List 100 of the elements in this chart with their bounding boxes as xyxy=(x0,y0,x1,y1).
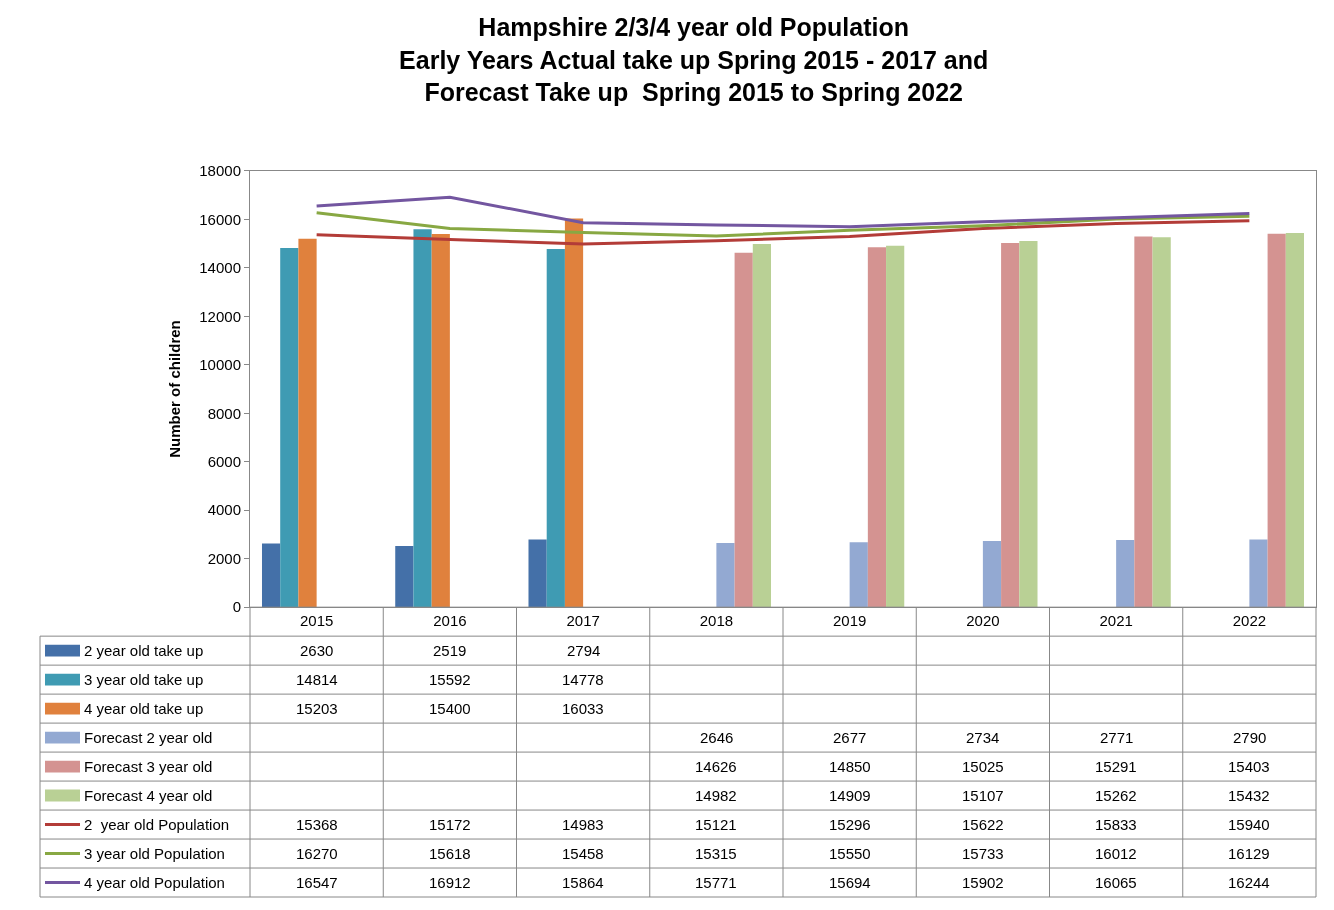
legend-label: 3 year old Population xyxy=(84,845,225,862)
data-label: 15864 xyxy=(562,874,604,891)
data-label: 15432 xyxy=(1228,787,1270,804)
data-label: 16012 xyxy=(1095,845,1137,862)
x-tick-label: 2016 xyxy=(433,612,467,630)
data-label: 15618 xyxy=(429,845,471,862)
data-label: 16129 xyxy=(1228,845,1270,862)
data-label: 15368 xyxy=(296,816,338,833)
bar xyxy=(1267,233,1286,608)
data-label: 15771 xyxy=(695,874,737,891)
data-label: 15262 xyxy=(1095,787,1137,804)
legend-label: Forecast 4 year old xyxy=(84,787,213,804)
bar xyxy=(261,543,281,608)
legend-label: Forecast 2 year old xyxy=(84,729,213,746)
data-label: 16065 xyxy=(1095,874,1137,891)
y-tick-label: 16000 xyxy=(199,210,241,228)
data-label: 15400 xyxy=(429,700,471,717)
data-label: 15622 xyxy=(962,816,1004,833)
bar xyxy=(886,245,905,608)
bar xyxy=(734,252,753,608)
bar xyxy=(564,218,584,608)
legend-label: 4 year old Population xyxy=(84,874,225,891)
data-label: 14778 xyxy=(562,671,604,688)
data-label: 16270 xyxy=(296,845,338,862)
data-label: 15315 xyxy=(695,845,737,862)
bar xyxy=(528,539,547,608)
legend-label: Forecast 3 year old xyxy=(84,758,213,775)
y-tick-label: 12000 xyxy=(199,307,241,325)
bar xyxy=(1116,540,1135,608)
data-label: 2630 xyxy=(300,642,334,659)
legend-label: 4 year old take up xyxy=(84,700,204,717)
data-label: 15458 xyxy=(562,845,604,862)
x-tick-label: 2019 xyxy=(832,612,867,630)
line-series xyxy=(315,219,1251,246)
legend-label: 2 year old take up xyxy=(84,642,204,659)
x-tick-label: 2015 xyxy=(299,612,334,630)
bar xyxy=(280,248,299,608)
data-label: 15296 xyxy=(829,816,871,833)
y-tick-label: 4000 xyxy=(207,501,241,519)
data-label: 14983 xyxy=(562,816,604,833)
data-label: 15733 xyxy=(962,845,1004,862)
line-series xyxy=(315,211,1251,238)
data-label: 15940 xyxy=(1228,816,1270,833)
data-label: 15403 xyxy=(1228,758,1270,775)
data-label: 2771 xyxy=(1100,729,1134,746)
data-label: 14850 xyxy=(829,758,871,775)
legend-label: 3 year old take up xyxy=(84,671,204,688)
x-tick-label: 2017 xyxy=(566,612,600,630)
bar xyxy=(982,540,1002,608)
bar xyxy=(1249,539,1268,608)
y-tick-label: 10000 xyxy=(199,356,241,374)
data-label: 15550 xyxy=(829,845,871,862)
y-tick-label: 14000 xyxy=(199,259,241,277)
data-label: 14626 xyxy=(695,758,737,775)
data-label: 15694 xyxy=(829,874,871,891)
bar xyxy=(413,229,432,608)
data-label: 14814 xyxy=(296,671,338,688)
data-label: 15172 xyxy=(429,816,471,833)
data-label: 16547 xyxy=(296,874,338,891)
bar xyxy=(867,247,887,608)
bar xyxy=(1134,236,1153,608)
data-label: 15121 xyxy=(695,816,737,833)
legend-label: 2 year old Population xyxy=(84,816,230,833)
x-tick-label: 2020 xyxy=(966,612,1000,630)
x-tick-label: 2022 xyxy=(1232,612,1267,630)
bar xyxy=(1285,233,1305,608)
data-label: 14982 xyxy=(695,787,737,804)
data-label: 2790 xyxy=(1233,729,1267,746)
data-label: 2519 xyxy=(433,642,467,659)
data-label: 2734 xyxy=(966,729,1000,746)
bar xyxy=(752,244,772,608)
line-series xyxy=(315,195,1251,229)
data-label: 16244 xyxy=(1228,874,1270,891)
bar xyxy=(298,238,317,608)
y-tick-label: 18000 xyxy=(199,162,241,180)
x-tick-label: 2018 xyxy=(699,612,734,630)
y-tick-label: 8000 xyxy=(207,404,241,422)
data-label: 15291 xyxy=(1095,758,1137,775)
bar xyxy=(1001,242,1020,608)
data-label: 15107 xyxy=(962,787,1004,804)
data-label: 2677 xyxy=(833,729,867,746)
data-label: 15203 xyxy=(296,700,338,717)
x-tick-label: 2021 xyxy=(1099,612,1133,630)
bar xyxy=(395,546,414,608)
bar xyxy=(431,233,450,608)
data-label: 15592 xyxy=(429,671,471,688)
y-axis-title: Number of children xyxy=(165,320,183,458)
data-label: 15833 xyxy=(1095,816,1137,833)
chart-title: Hampshire 2/3/4 year old Population Early Years Actual take up Spring 2015 - 2017 and Forecast Take up Spring 2015 to Spring 2022 xyxy=(399,13,989,107)
data-label: 2646 xyxy=(700,729,734,746)
y-tick-label: 6000 xyxy=(207,452,241,470)
bar xyxy=(716,543,735,608)
data-label: 16912 xyxy=(429,874,471,891)
data-label: 15025 xyxy=(962,758,1004,775)
data-label: 14909 xyxy=(829,787,871,804)
bar xyxy=(546,248,565,608)
data-label: 16033 xyxy=(562,700,604,717)
bar xyxy=(849,542,868,608)
bar xyxy=(1019,240,1038,608)
data-label: 2794 xyxy=(567,642,601,659)
